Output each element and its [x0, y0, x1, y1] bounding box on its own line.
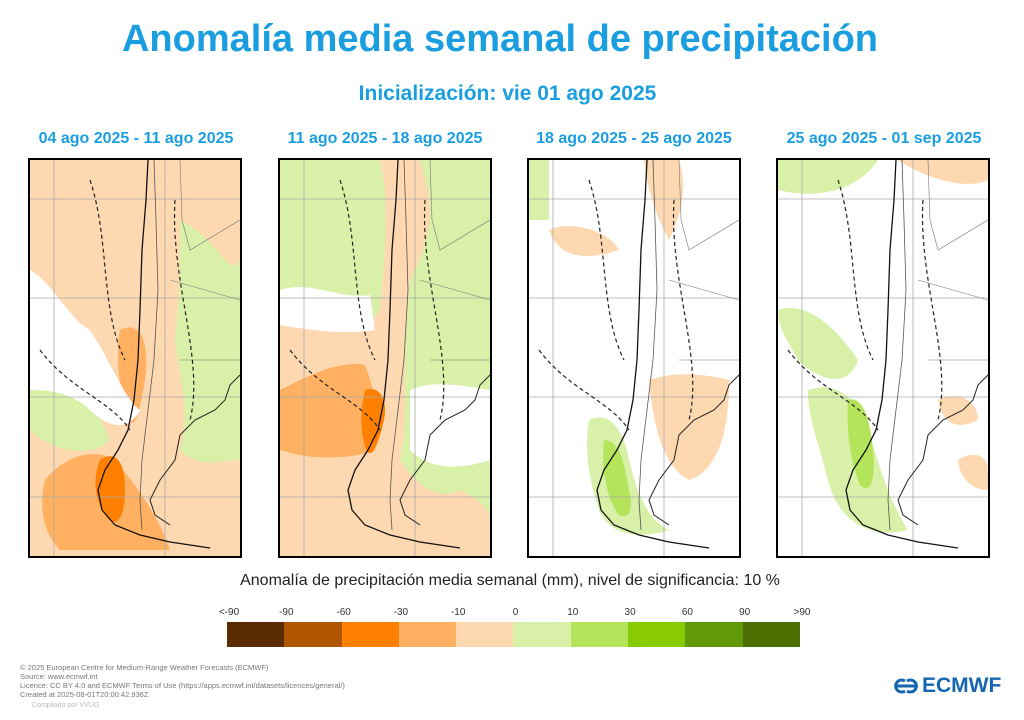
coastline-border — [139, 160, 159, 531]
colorbar-label: -30 — [393, 607, 409, 618]
coastline-border — [845, 160, 959, 549]
footer-credits: © 2025 European Centre for Medium-Range … — [20, 663, 345, 699]
anomaly-region — [30, 270, 140, 425]
map-week-4 — [776, 158, 990, 558]
anomaly-region — [410, 384, 490, 467]
coastline-border — [149, 374, 240, 526]
anomaly-region — [529, 160, 549, 220]
footer-line: Licence: CC BY 4.0 and ECMWF Terms of Us… — [20, 681, 345, 690]
colorbar-title: Anomalía de precipitación media semanal … — [240, 572, 780, 589]
anomaly-region — [649, 374, 729, 480]
anomaly-region — [778, 308, 858, 379]
colorbar-swatch — [513, 622, 571, 647]
colorbar-label: -10 — [450, 607, 466, 618]
coastline-border — [169, 160, 240, 361]
footer-line: © 2025 European Centre for Medium-Range … — [20, 663, 269, 672]
coastline-border — [399, 374, 490, 526]
colorbar-label: -60 — [336, 607, 351, 618]
colorbar-swatch — [341, 622, 399, 647]
map-week-1 — [28, 158, 242, 558]
map-week-3 — [527, 158, 741, 558]
colorbar-swatch — [685, 622, 743, 647]
anomaly-region — [361, 389, 386, 454]
coastline-border — [347, 160, 461, 549]
coastline-border — [97, 160, 211, 549]
ecmwf-logo-icon — [894, 678, 918, 694]
anomaly-region — [958, 454, 988, 490]
anomaly-region — [95, 456, 125, 522]
anomaly-region — [778, 160, 878, 194]
coastline-border — [419, 160, 490, 361]
coastline-border — [596, 160, 710, 549]
coastline-border — [668, 160, 739, 361]
anomaly-region — [847, 399, 874, 489]
map-week-2 — [278, 158, 492, 558]
colorbar-swatch — [628, 622, 686, 647]
significance-contour — [39, 179, 195, 431]
colorbar-swatch — [456, 622, 514, 647]
colorbar-label: >90 — [793, 607, 811, 618]
panel-title-4: 25 ago 2025 - 01 sep 2025 — [786, 130, 982, 147]
colorbar-label: 0 — [512, 607, 519, 618]
compiled-by: Compilado por VVUG — [32, 702, 100, 709]
colorbar-swatch — [227, 622, 285, 647]
anomaly-region — [898, 160, 988, 184]
significance-contour — [289, 179, 445, 431]
coastline-border — [897, 374, 988, 526]
coastline-border — [638, 160, 658, 531]
colorbar-label: 90 — [739, 607, 751, 618]
coastline-border — [917, 160, 988, 361]
footer-line: Created at 2025-08-01T20:00:42.936Z — [20, 690, 149, 699]
colorbar — [227, 622, 800, 647]
anomaly-region — [549, 226, 619, 256]
colorbar-swatch — [742, 622, 800, 647]
coastline-border — [389, 160, 409, 531]
colorbar-label: 10 — [567, 607, 579, 618]
colorbar-label: 60 — [681, 607, 693, 618]
ecmwf-logo: ECMWF — [893, 674, 1001, 698]
footer-line: Source: www.ecmwf.int — [20, 672, 98, 681]
page-title: Anomalía media semanal de precipitación — [121, 18, 879, 60]
panel-title-3: 18 ago 2025 - 25 ago 2025 — [536, 130, 732, 147]
significance-contour — [787, 179, 943, 431]
colorbar-swatch — [398, 622, 457, 647]
colorbar-swatch — [284, 622, 342, 647]
colorbar-swatch — [570, 622, 629, 647]
panel-title-2: 11 ago 2025 - 18 ago 2025 — [287, 130, 483, 147]
coastline-border — [887, 160, 907, 531]
ecmwf-logo-text: ECMWF — [922, 674, 1002, 697]
initialization-date: Inicialización: vie 01 ago 2025 — [358, 82, 657, 105]
coastline-border — [648, 374, 739, 526]
colorbar-label: -90 — [279, 607, 294, 618]
panel-title-1: 04 ago 2025 - 11 ago 2025 — [38, 130, 234, 147]
colorbar-label: 30 — [624, 607, 636, 618]
colorbar-label: <-90 — [218, 607, 240, 618]
significance-contour — [538, 179, 694, 431]
